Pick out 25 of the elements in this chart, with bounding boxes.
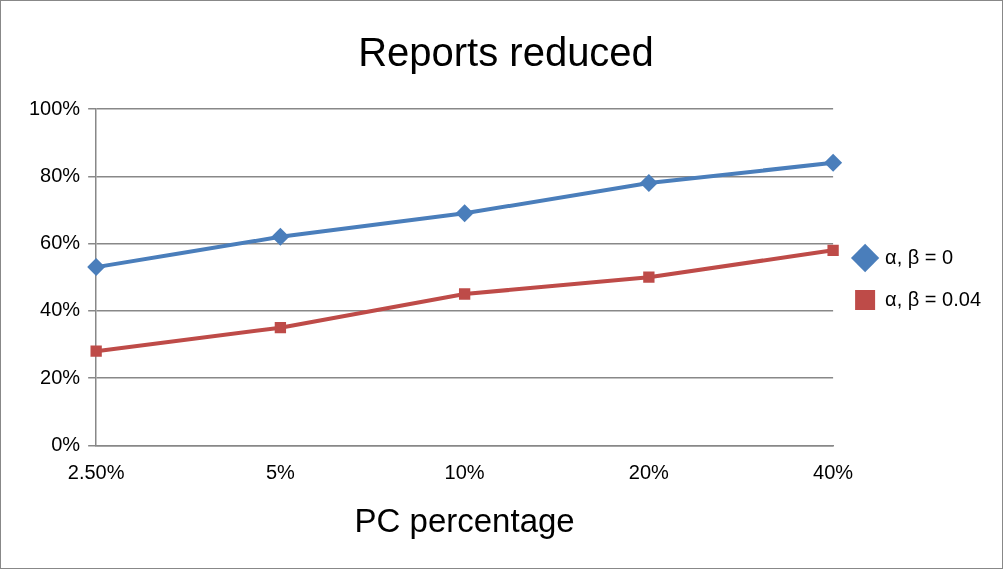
legend-label: α, β = 0 bbox=[885, 245, 954, 268]
point bbox=[274, 322, 287, 334]
x-axis-title: PC percentage bbox=[354, 502, 575, 540]
y-tick-label: 100% bbox=[29, 96, 81, 119]
y-tick-label: 80% bbox=[40, 163, 81, 186]
x-tick-label: 2.50% bbox=[67, 460, 125, 483]
y-tick-label: 0% bbox=[51, 432, 81, 455]
x-tick-label: 20% bbox=[628, 460, 670, 483]
point bbox=[639, 174, 658, 193]
point bbox=[643, 271, 655, 283]
point bbox=[455, 204, 474, 223]
point bbox=[824, 153, 843, 172]
point bbox=[458, 288, 471, 300]
y-tick-label: 60% bbox=[40, 231, 81, 254]
chart-title: Reports reduced bbox=[358, 30, 654, 75]
point bbox=[87, 258, 106, 277]
point bbox=[827, 244, 839, 256]
point bbox=[90, 345, 102, 357]
legend-label: α, β = 0.04 bbox=[885, 287, 982, 310]
y-tick-label: 40% bbox=[40, 298, 81, 321]
x-tick-label: 5% bbox=[265, 460, 296, 483]
x-tick-label: 10% bbox=[444, 460, 485, 483]
x-tick-label: 40% bbox=[813, 460, 854, 483]
y-tick-label: 20% bbox=[40, 365, 81, 388]
point bbox=[271, 227, 290, 246]
